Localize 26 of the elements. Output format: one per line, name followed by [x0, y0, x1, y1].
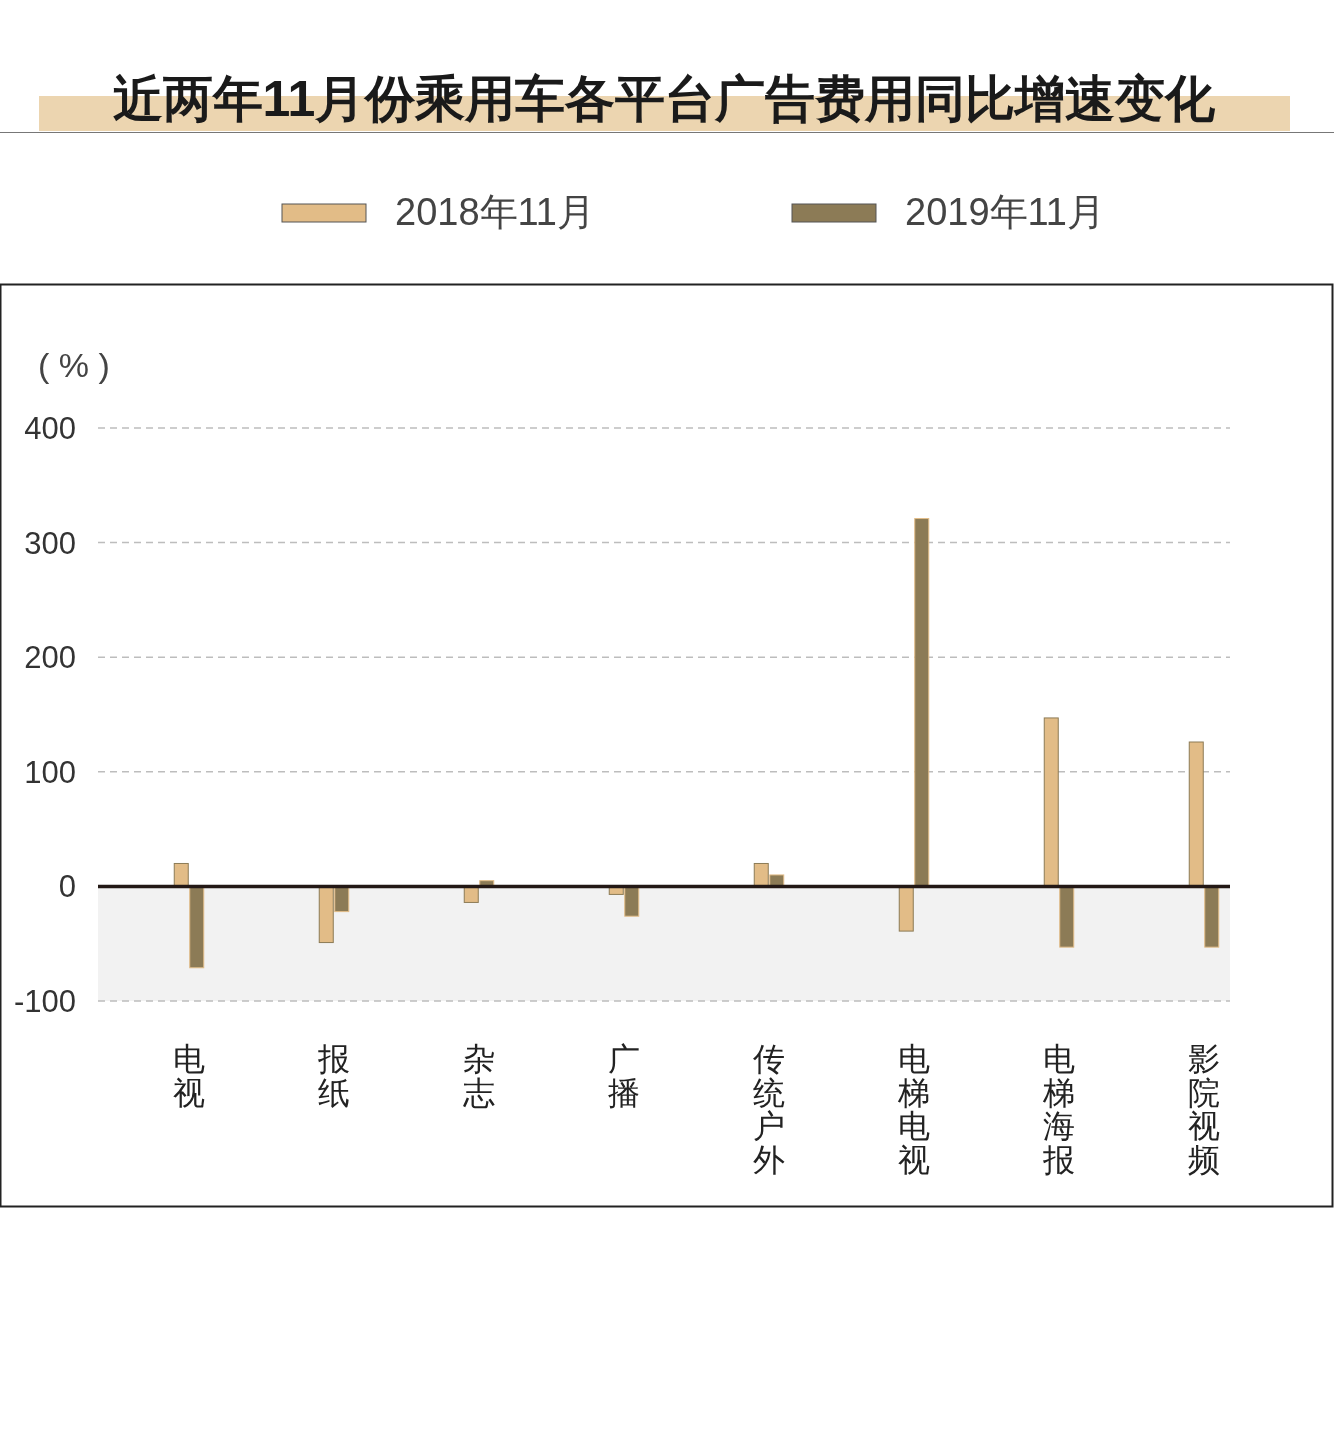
x-tick-label: 杂志 [463, 1041, 495, 1111]
y-axis-title: ( % ) [38, 346, 110, 384]
legend-label: 2019年11月 [905, 191, 1105, 233]
chart-title: 近两年11月份乘用车各平台广告费用同比增速变化 [112, 71, 1217, 127]
x-tick-label: 报纸 [317, 1041, 350, 1111]
bar [1188, 741, 1204, 887]
y-tick-label: -100 [13, 984, 76, 1019]
y-tick-label: 200 [24, 640, 76, 676]
bar [898, 885, 914, 932]
y-tick-label: 400 [24, 411, 76, 446]
bar [1204, 885, 1220, 948]
x-tick-label: 电梯海报 [1042, 1041, 1075, 1178]
x-tick-label: 电梯电视 [897, 1041, 930, 1178]
x-tick-label: 影院视频 [1188, 1041, 1220, 1178]
bar [914, 518, 930, 887]
bar [173, 862, 189, 887]
bar [1059, 885, 1075, 948]
x-tick-label: 广播 [608, 1041, 640, 1111]
bar [1043, 717, 1059, 887]
x-tick-label: 电视 [173, 1041, 205, 1111]
legend-label: 2018年11月 [395, 191, 595, 233]
y-tick-label: 100 [24, 754, 76, 790]
x-tick-label: 传统户外 [753, 1041, 785, 1178]
bar [189, 885, 205, 969]
y-tick-label: 0 [58, 869, 76, 905]
y-tick-label: 300 [24, 525, 76, 561]
